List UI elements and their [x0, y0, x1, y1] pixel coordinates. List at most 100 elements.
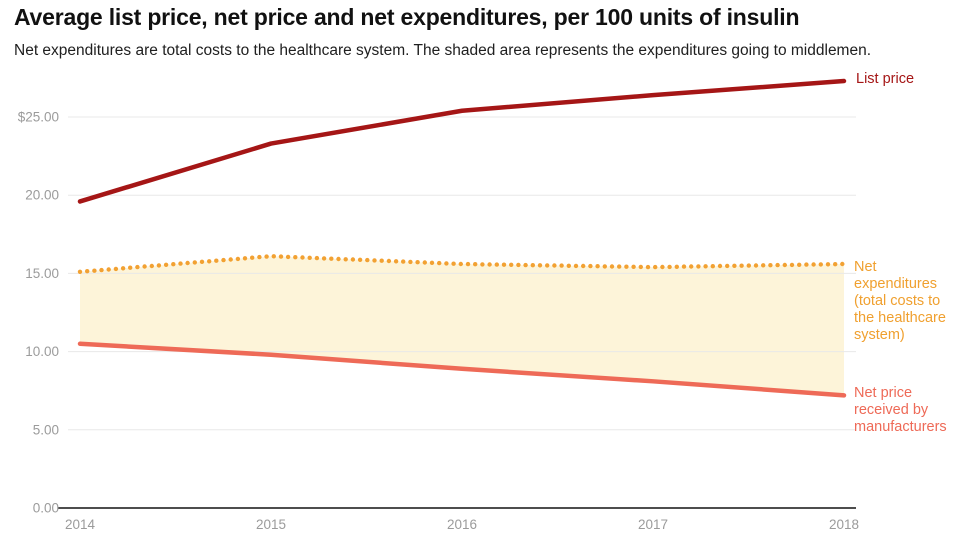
net-expenditures-dot — [192, 260, 197, 265]
net-expenditures-dot — [92, 268, 97, 273]
middlemen-expenditures-area — [80, 256, 844, 396]
y-tick-label: 0.00 — [33, 501, 59, 516]
net-expenditures-dot — [142, 264, 147, 269]
net-expenditures-dot — [242, 256, 248, 261]
net-expenditures-dot — [501, 262, 507, 267]
net-expenditures-dot — [782, 262, 787, 268]
y-tick-label: 10.00 — [25, 344, 59, 359]
net-expenditures-dot — [602, 264, 607, 269]
net-expenditures-dot — [85, 269, 90, 274]
net-expenditures-dot — [537, 263, 543, 268]
net-expenditures-dot — [372, 258, 377, 263]
net-expenditures-dot — [674, 264, 679, 269]
x-tick-label: 2018 — [829, 517, 859, 532]
chart-subtitle: Net expenditures are total costs to the … — [14, 42, 872, 59]
net-expenditures-dot — [336, 256, 341, 262]
net-expenditures-dot — [214, 258, 219, 263]
net-expenditures-dot — [235, 256, 241, 262]
net-expenditures-dot — [775, 262, 780, 268]
net-expenditures-dot — [559, 263, 564, 268]
net-expenditures-dot — [314, 255, 320, 261]
net-expenditures-dot — [113, 266, 119, 272]
net-expenditures-dot — [768, 263, 773, 268]
net-expenditures-dot — [840, 261, 845, 267]
y-tick-label: 5.00 — [33, 422, 59, 437]
net-expenditures-dot — [696, 264, 701, 269]
net-expenditures-dot — [307, 255, 312, 260]
y-tick-label: 15.00 — [25, 266, 59, 281]
net-expenditures-dot — [350, 257, 356, 262]
net-expenditures-dot — [617, 264, 622, 269]
x-tick-label: 2017 — [638, 517, 668, 532]
net-expenditures-dot — [797, 262, 802, 267]
net-expenditures-dot — [681, 264, 687, 269]
net-expenditures-dot — [710, 264, 715, 269]
net-expenditures-dot — [444, 261, 449, 266]
net-expenditures-dot — [545, 263, 550, 268]
net-expenditures-dot — [171, 262, 176, 267]
net-expenditures-dot — [703, 264, 708, 269]
net-expenditures-dot — [789, 262, 795, 268]
net-expenditures-dot — [624, 264, 629, 269]
net-expenditures-dot — [480, 262, 485, 267]
net-expenditures-dot — [163, 262, 169, 267]
net-expenditures-dot — [321, 256, 327, 261]
net-expenditures-label: Net expenditures (total costs to the hea… — [854, 259, 946, 343]
net-expenditures-dot — [638, 264, 643, 270]
net-expenditures-dot — [473, 262, 478, 267]
x-tick-label: 2016 — [447, 517, 477, 532]
net-expenditures-dot — [386, 258, 392, 264]
net-expenditures-dot — [271, 254, 276, 259]
list-price-label: List price — [856, 71, 915, 87]
list-price-line — [77, 78, 847, 204]
net-expenditures-dot — [494, 262, 499, 267]
y-tick-label: 20.00 — [25, 188, 59, 203]
net-price-line — [77, 341, 847, 398]
net-expenditures-dot — [667, 264, 672, 270]
chart-title: Average list price, net price and net ex… — [14, 4, 800, 30]
net-expenditures-dot — [422, 260, 427, 265]
net-expenditures-dot — [833, 262, 838, 267]
net-expenditures-dot — [128, 265, 133, 270]
net-expenditures-dot — [811, 262, 816, 267]
net-expenditures-dot — [393, 259, 399, 264]
net-expenditures-dot — [732, 263, 737, 268]
net-expenditures-dot — [739, 263, 744, 268]
net-expenditures-dot — [343, 257, 348, 262]
net-expenditures-dot — [257, 254, 262, 260]
x-tick-label: 2014 — [65, 517, 96, 532]
net-expenditures-dot — [458, 261, 463, 267]
net-expenditures-dot — [609, 264, 615, 269]
net-expenditures-dot — [552, 263, 557, 268]
net-expenditures-dot — [523, 262, 528, 268]
net-expenditures-dot — [379, 258, 384, 263]
net-expenditures-dot — [329, 256, 334, 261]
net-expenditures-dot — [178, 261, 183, 266]
net-expenditures-dot — [77, 269, 83, 274]
net-expenditures-dot — [487, 262, 492, 267]
net-expenditures-dot — [689, 264, 694, 269]
net-expenditures-dot — [135, 264, 140, 270]
net-expenditures-dot — [818, 262, 823, 267]
net-expenditures-dot — [293, 255, 298, 260]
net-expenditures-dot — [185, 260, 190, 266]
net-expenditures-dot — [595, 264, 600, 269]
net-expenditures-dot — [516, 262, 521, 268]
net-expenditures-dot — [221, 257, 226, 263]
x-tick-label: 2015 — [256, 517, 286, 532]
net-expenditures-dot — [207, 259, 212, 264]
net-expenditures-dot — [437, 260, 442, 266]
net-expenditures-dot — [199, 259, 205, 264]
net-expenditures-dot — [573, 263, 579, 269]
net-expenditures-dot — [149, 263, 154, 269]
net-expenditures-dot — [761, 263, 766, 268]
net-expenditures-dot — [228, 257, 233, 262]
net-expenditures-dot — [825, 262, 831, 267]
net-expenditures-dot — [365, 257, 370, 263]
net-expenditures-dot — [300, 255, 305, 260]
net-expenditures-dot — [408, 259, 413, 265]
net-expenditures-dot — [429, 260, 435, 265]
net-expenditures-dot — [653, 264, 658, 270]
net-expenditures-dot — [588, 263, 593, 269]
net-expenditures-dot — [106, 267, 111, 272]
